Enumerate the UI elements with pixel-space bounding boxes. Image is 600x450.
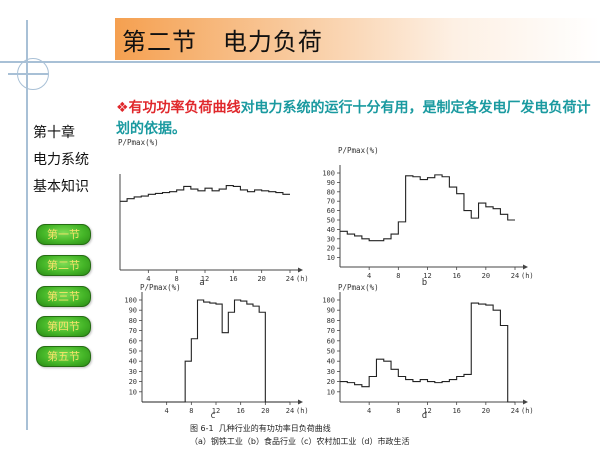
sidebar-chapter: 第十章: [33, 125, 75, 141]
x-tick-label: 16: [229, 275, 237, 283]
y-tick-label: 30: [327, 368, 335, 376]
y-tick-label: 80: [327, 188, 335, 196]
x-tick-label: 8: [189, 407, 193, 415]
y-tick-label: 30: [327, 235, 335, 243]
x-axis-arrow: [298, 399, 303, 405]
x-tick-label: 16: [452, 407, 460, 415]
chart-sublabel: c: [210, 411, 215, 421]
load-step-series: [120, 184, 290, 202]
y-axis-label: P/Pmax(%): [338, 283, 379, 292]
y-tick-label: 10: [129, 388, 137, 396]
y-tick-label: 60: [327, 337, 335, 345]
y-tick-label: 90: [327, 179, 335, 187]
bullet-diamond-icon: ❖: [116, 100, 129, 116]
intro-highlight: 有功功率负荷曲线: [128, 100, 241, 116]
y-tick-label: 10: [327, 254, 335, 262]
y-tick-label: 50: [129, 348, 137, 356]
y-tick-label: 50: [327, 217, 335, 225]
figure-caption: 图 6-1 几种行业的有功功率日负荷曲线: [190, 424, 331, 433]
y-tick-label: 90: [129, 307, 137, 315]
page-title: 第二节 电力负荷: [122, 28, 323, 56]
x-tick-label: 4: [367, 407, 371, 415]
x-tick-label: 12: [423, 407, 431, 415]
nav-button-section-4[interactable]: 第四节: [36, 316, 91, 337]
x-axis-arrow: [523, 399, 528, 405]
x-tick-label: 4: [367, 272, 371, 280]
x-tick-label: 24: [286, 275, 294, 283]
chart-sublabel: a: [199, 278, 204, 288]
y-tick-label: 20: [129, 378, 137, 386]
x-tick-label: 8: [396, 272, 400, 280]
x-axis-unit: (h): [296, 275, 309, 283]
y-tick-label: 50: [327, 348, 335, 356]
x-axis-arrow: [298, 267, 303, 273]
y-tick-label: 100: [124, 297, 137, 305]
chart-sublabel: b: [422, 278, 427, 288]
y-tick-label: 70: [327, 198, 335, 206]
y-tick-label: 90: [327, 307, 335, 315]
x-tick-label: 16: [452, 272, 460, 280]
left-rule-line: [26, 20, 28, 430]
y-tick-label: 30: [129, 368, 137, 376]
nav-button-section-1[interactable]: 第一节: [36, 224, 91, 245]
figure-subcaption: （a）钢铁工业（b）食品行业（c）农村加工业（d）市政生活: [190, 437, 410, 446]
y-tick-label: 10: [327, 388, 335, 396]
x-axis-unit: (h): [521, 407, 534, 415]
x-tick-label: 8: [396, 407, 400, 415]
x-axis-unit: (h): [521, 272, 534, 280]
x-axis-unit: (h): [296, 407, 309, 415]
load-step-series: [142, 299, 290, 403]
y-tick-label: 20: [327, 378, 335, 386]
x-tick-label: 4: [146, 275, 150, 283]
y-tick-label: 40: [327, 226, 335, 234]
y-axis-label: P/Pmax(%): [140, 283, 181, 292]
x-tick-label: 12: [212, 407, 220, 415]
x-tick-label: 12: [201, 275, 209, 283]
y-tick-label: 60: [327, 207, 335, 215]
x-axis-arrow: [523, 264, 528, 270]
x-tick-label: 16: [236, 407, 244, 415]
x-tick-label: 8: [175, 275, 179, 283]
sidebar-subject-line2: 基本知识: [33, 179, 89, 195]
top-rule-line: [0, 61, 600, 63]
load-step-series: [340, 174, 515, 242]
x-tick-label: 20: [482, 407, 490, 415]
y-tick-label: 100: [322, 297, 335, 305]
nav-button-section-2[interactable]: 第二节: [36, 255, 91, 276]
x-tick-label: 20: [482, 272, 490, 280]
x-tick-label: 24: [511, 272, 519, 280]
nav-button-section-3[interactable]: 第三节: [36, 286, 91, 307]
x-tick-label: 24: [286, 407, 294, 415]
y-tick-label: 40: [327, 358, 335, 366]
intro-paragraph: ❖有功功率负荷曲线对电力系统的运行十分有用，是制定各发电厂发电负荷计划的依据。: [116, 98, 591, 140]
header-banner: [115, 18, 600, 60]
x-tick-label: 12: [423, 272, 431, 280]
chart-sublabel: d: [422, 411, 427, 421]
x-tick-label: 20: [257, 275, 265, 283]
y-tick-label: 20: [327, 245, 335, 253]
sidebar-subject-line1: 电力系统: [33, 152, 89, 168]
x-tick-label: 4: [165, 407, 169, 415]
y-tick-label: 80: [327, 317, 335, 325]
y-tick-label: 70: [129, 327, 137, 335]
y-tick-label: 40: [129, 358, 137, 366]
load-step-series: [340, 302, 515, 403]
y-tick-label: 80: [129, 317, 137, 325]
y-tick-label: 60: [129, 337, 137, 345]
crosshair-circle-decoration: [17, 58, 49, 90]
y-tick-label: 70: [327, 327, 335, 335]
y-axis-label: P/Pmax(%): [118, 138, 159, 147]
nav-button-section-5[interactable]: 第五节: [36, 346, 91, 367]
y-axis-label: P/Pmax(%): [338, 146, 379, 155]
intro-body: 对电力系统的运行十分有用，是制定各发电厂发电负荷计划的依据。: [116, 100, 591, 137]
y-tick-label: 100: [322, 170, 335, 178]
x-tick-label: 20: [261, 407, 269, 415]
x-tick-label: 24: [511, 407, 519, 415]
